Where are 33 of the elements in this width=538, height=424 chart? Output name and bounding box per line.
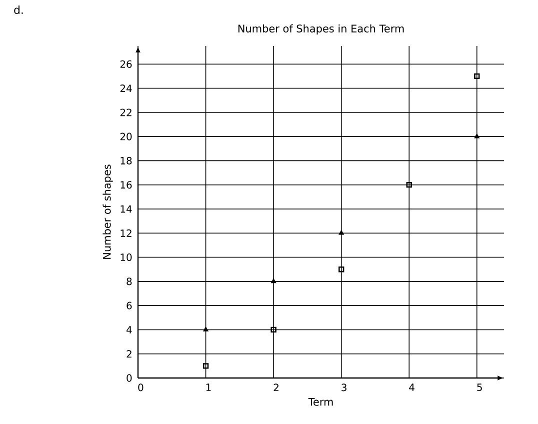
y-tick-label: 2 xyxy=(126,350,132,358)
y-tick-label: 18 xyxy=(120,156,132,164)
point xyxy=(474,73,480,80)
x-tick-label: 5 xyxy=(477,384,482,392)
y-tick-label: 14 xyxy=(120,205,132,213)
x-axis-title: Term xyxy=(308,398,333,406)
y-tick-label: 8 xyxy=(126,278,132,286)
y-tick-label: 4 xyxy=(126,326,132,334)
y-axis-title: Number of shapes xyxy=(102,164,113,259)
point xyxy=(202,363,209,369)
y-tick-label: 0 xyxy=(126,374,132,382)
point xyxy=(203,327,208,332)
y-tick-label: 12 xyxy=(120,229,132,237)
y-tick-label: 16 xyxy=(120,181,132,189)
point xyxy=(271,278,276,284)
point xyxy=(270,326,276,333)
point xyxy=(474,134,480,138)
x-tick-label: 3 xyxy=(342,384,346,392)
x-tick-label: 2 xyxy=(274,384,278,392)
x-tick-label: 0 xyxy=(138,384,144,392)
y-tick-label: 26 xyxy=(120,60,132,68)
y-tick-label: 10 xyxy=(120,254,132,262)
text: d. xyxy=(14,6,23,14)
chart-title: Number of Shapes in Each Term xyxy=(238,24,404,34)
y-tick-label: 20 xyxy=(120,132,132,140)
y-tick-label: 24 xyxy=(120,84,132,92)
point xyxy=(338,266,344,272)
x-tick-label: 4 xyxy=(409,384,414,391)
point xyxy=(406,182,412,188)
y-tick-label: 6 xyxy=(126,302,132,310)
y-tick-label: 22 xyxy=(120,108,132,116)
point xyxy=(338,230,344,235)
x-tick-label: 1 xyxy=(206,384,211,391)
